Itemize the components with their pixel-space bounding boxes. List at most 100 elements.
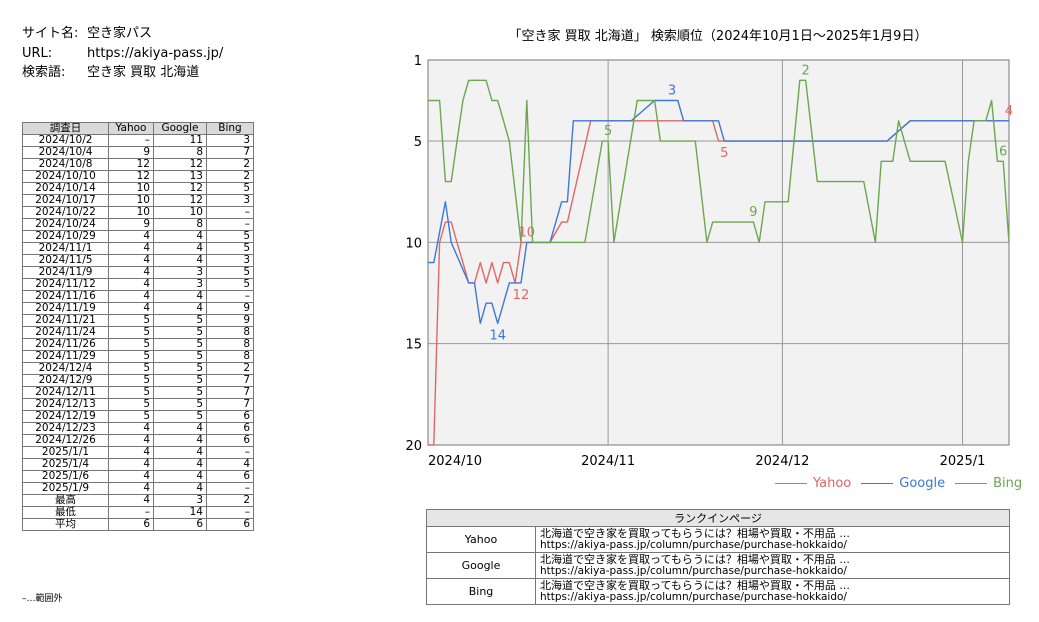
bing-rank-cell: 4 (206, 458, 254, 471)
yahoo-rank-cell: 4 (108, 242, 154, 255)
legend-google: Google (861, 476, 945, 491)
ranked-pages-header: ランクインページ (426, 509, 1010, 527)
bing-rank-cell: 5 (206, 278, 254, 291)
table-row: 2024/10/14 10 12 5 (22, 182, 254, 195)
date-cell: 2024/10/14 (22, 182, 109, 195)
date-cell: 平均 (22, 518, 109, 531)
page-title-text: 北海道で空き家を買取ってもらうには？相場や買取・不用品 ... (540, 579, 850, 592)
bing-rank-cell: 6 (206, 470, 254, 483)
table-row: 2024/12/13 5 5 7 (22, 398, 254, 411)
x-tick-label: 2024/12 (755, 454, 809, 469)
google-rank-cell: 13 (153, 170, 207, 183)
date-cell: 2024/10/10 (22, 170, 109, 183)
page-url-link[interactable]: https://akiya-pass.jp/column/purchase/pu… (540, 565, 847, 577)
table-row: 2024/11/29 5 5 8 (22, 350, 254, 363)
rank-table: 調査日 Yahoo Google Bing 2024/10/2–11 3 2024/… (22, 122, 254, 531)
date-cell: 2024/11/9 (22, 266, 109, 279)
date-cell: 2024/11/19 (22, 302, 109, 315)
google-rank-cell: 3 (153, 278, 207, 291)
ranked-page-row-yahoo: Yahoo 北海道で空き家を買取ってもらうには？相場や買取・不用品 ... ht… (426, 526, 1010, 553)
ranked-pages-table: ランクインページ Yahoo 北海道で空き家を買取ってもらうには？相場や買取・不… (426, 509, 1010, 605)
google-rank-cell: 5 (153, 338, 207, 351)
yahoo-rank-cell: 4 (108, 494, 154, 507)
date-cell: 2024/10/4 (22, 146, 109, 159)
bing-rank-cell: – (206, 506, 254, 519)
table-row: 2024/12/23 4 4 6 (22, 422, 254, 435)
google-rank-cell: 14 (153, 506, 207, 519)
data-label-yahoo: 4 (1005, 104, 1013, 119)
header-bing: Bing (206, 122, 254, 135)
bing-rank-cell: 9 (206, 314, 254, 327)
legend-bing-label: Bing (993, 476, 1023, 491)
page-url-link[interactable]: https://akiya-pass.jp/column/purchase/pu… (540, 539, 847, 551)
yahoo-rank-cell: 4 (108, 434, 154, 447)
data-label-bing: 2 (802, 63, 810, 78)
data-label-bing: 5 (604, 124, 612, 139)
date-cell: 2024/11/26 (22, 338, 109, 351)
google-rank-cell: 4 (153, 302, 207, 315)
table-row: 2024/10/24 9 8– (22, 218, 254, 231)
table-row: 2024/11/12 4 3 5 (22, 278, 254, 291)
bing-rank-cell: 5 (206, 182, 254, 195)
date-cell: 2024/10/24 (22, 218, 109, 231)
yahoo-rank-cell: – (108, 506, 154, 519)
google-rank-cell: 5 (153, 410, 207, 423)
bing-rank-cell: 3 (206, 134, 254, 147)
date-cell: 2024/11/21 (22, 314, 109, 327)
yahoo-rank-cell: 12 (108, 170, 154, 183)
date-cell: 2024/11/1 (22, 242, 109, 255)
header-yahoo: Yahoo (108, 122, 154, 135)
date-cell: 2024/11/16 (22, 290, 109, 303)
y-tick-label: 1 (414, 54, 422, 69)
legend-yahoo: Yahoo (775, 476, 851, 491)
legend-google-swatch (861, 483, 894, 484)
series-line-bing (428, 79, 1010, 244)
page-cell: 北海道で空き家を買取ってもらうには？相場や買取・不用品 ... https://… (535, 552, 1010, 579)
url-row: URL: https://akiya-pass.jp/ (22, 44, 223, 64)
legend-bing: Bing (955, 476, 1022, 491)
date-cell: 2025/1/4 (22, 458, 109, 471)
table-row: 2024/10/29 4 4 5 (22, 230, 254, 243)
series-line-google (428, 99, 1009, 325)
date-cell: 最低 (22, 506, 109, 519)
page-cell: 北海道で空き家を買取ってもらうには？相場や買取・不用品 ... https://… (535, 526, 1010, 553)
url-value: https://akiya-pass.jp/ (87, 45, 224, 61)
header-date: 調査日 (22, 122, 109, 135)
bing-rank-cell: 6 (206, 410, 254, 423)
data-label-yahoo: 10 (518, 225, 535, 240)
google-rank-cell: 4 (153, 434, 207, 447)
bing-rank-cell: 2 (206, 158, 254, 171)
yahoo-rank-cell: 5 (108, 386, 154, 399)
yahoo-rank-cell: 5 (108, 350, 154, 363)
page-url-link[interactable]: https://akiya-pass.jp/column/purchase/pu… (540, 591, 847, 603)
google-rank-cell: 12 (153, 182, 207, 195)
y-tick-label: 5 (414, 135, 422, 150)
yahoo-rank-cell: 4 (108, 230, 154, 243)
table-row: 2024/10/2–11 3 (22, 134, 254, 147)
yahoo-rank-cell: 4 (108, 278, 154, 291)
bing-rank-cell: 2 (206, 170, 254, 183)
rank-table-header: 調査日 Yahoo Google Bing (22, 122, 254, 135)
legend-yahoo-swatch (775, 483, 807, 484)
yahoo-rank-cell: 6 (108, 518, 154, 531)
legend-bing-swatch (955, 483, 988, 484)
google-rank-cell: 5 (153, 374, 207, 387)
data-label-yahoo: 5 (720, 146, 728, 161)
bing-rank-cell: 3 (206, 254, 254, 267)
table-row: 2024/12/4 5 5 2 (22, 362, 254, 375)
keyword-key: 検索語: (22, 65, 66, 80)
ranked-page-row-google: Google 北海道で空き家を買取ってもらうには？相場や買取・不用品 ... h… (426, 552, 1010, 579)
date-cell: 2025/1/6 (22, 470, 109, 483)
bing-rank-cell: – (206, 218, 254, 231)
google-rank-cell: 5 (153, 362, 207, 375)
yahoo-rank-cell: 4 (108, 290, 154, 303)
page-title-text: 北海道で空き家を買取ってもらうには？相場や買取・不用品 ... (540, 553, 850, 566)
date-cell: 最高 (22, 494, 109, 507)
yahoo-rank-cell: 5 (108, 410, 154, 423)
engine-name: Bing (426, 578, 536, 605)
yahoo-rank-cell: 4 (108, 446, 154, 459)
bing-rank-cell: 7 (206, 146, 254, 159)
engine-name: Yahoo (426, 526, 536, 553)
yahoo-rank-cell: 5 (108, 374, 154, 387)
data-label-bing: 9 (749, 205, 757, 220)
